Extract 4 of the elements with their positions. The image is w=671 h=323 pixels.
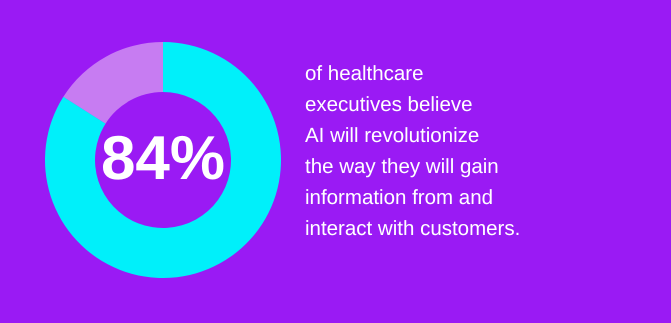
data-label: 84% (100, 124, 226, 193)
text: of healthcare executives believe AI will revolutionize the way they will gain information from and interact with customers. (305, 62, 520, 240)
donut-slice (45, 42, 281, 278)
donut-slice (63, 42, 163, 124)
